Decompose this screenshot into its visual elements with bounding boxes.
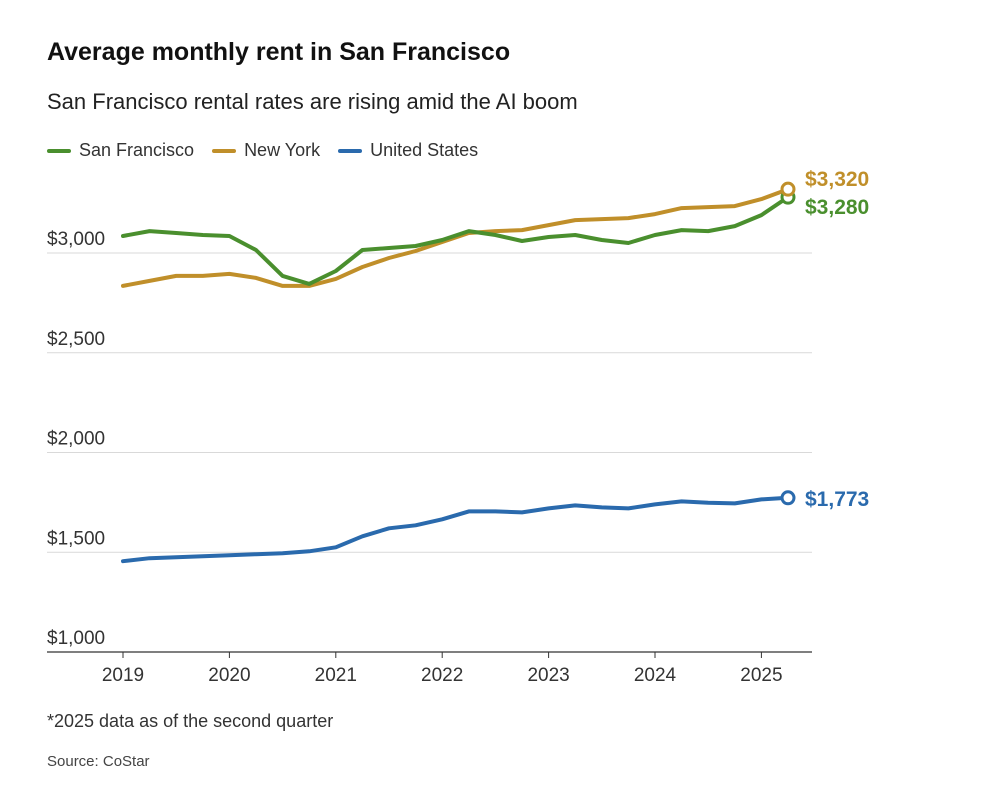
x-tick-label: 2019: [102, 665, 144, 686]
y-tick-label: $1,500: [47, 528, 105, 549]
x-tick-label: 2025: [740, 665, 782, 686]
end-marker-new-york: [780, 181, 796, 197]
footnote: *2025 data as of the second quarter: [47, 711, 334, 731]
y-tick-label: $1,000: [47, 628, 105, 649]
series-line-san-francisco: [121, 195, 790, 286]
end-label-new-york: $3,320: [805, 168, 869, 191]
end-marker-united-states: [780, 490, 796, 506]
legend-label-united-states: United States: [370, 140, 479, 160]
legend-label-san-francisco: San Francisco: [79, 140, 195, 160]
chart-title: Average monthly rent in San Francisco: [47, 38, 511, 66]
legend-swatch-united-states: [338, 148, 363, 153]
end-label-united-states: $1,773: [805, 488, 869, 511]
legend: San Francisco New York United States: [47, 140, 496, 161]
legend-item-united-states: United States: [338, 140, 478, 161]
y-tick-label: $3,000: [47, 229, 105, 250]
legend-item-new-york: New York: [212, 140, 320, 161]
legend-swatch-san-francisco: [47, 148, 71, 153]
x-tick-label: 2022: [421, 665, 463, 686]
x-tick-label: 2020: [208, 665, 250, 686]
x-tick-label: 2024: [634, 665, 677, 686]
source-credit: Source: CoStar: [47, 753, 150, 770]
legend-item-san-francisco: San Francisco: [47, 140, 194, 161]
x-tick-label: 2023: [527, 665, 569, 686]
chart-subtitle: San Francisco rental rates are rising am…: [47, 89, 578, 114]
y-tick-label: $2,000: [47, 429, 105, 450]
legend-swatch-new-york: [212, 148, 237, 153]
y-tick-label: $2,500: [47, 329, 105, 350]
end-label-san-francisco: $3,280: [805, 196, 869, 219]
legend-label-new-york: New York: [244, 140, 321, 160]
x-tick-label: 2021: [315, 665, 357, 686]
series-line-united-states: [121, 495, 790, 564]
